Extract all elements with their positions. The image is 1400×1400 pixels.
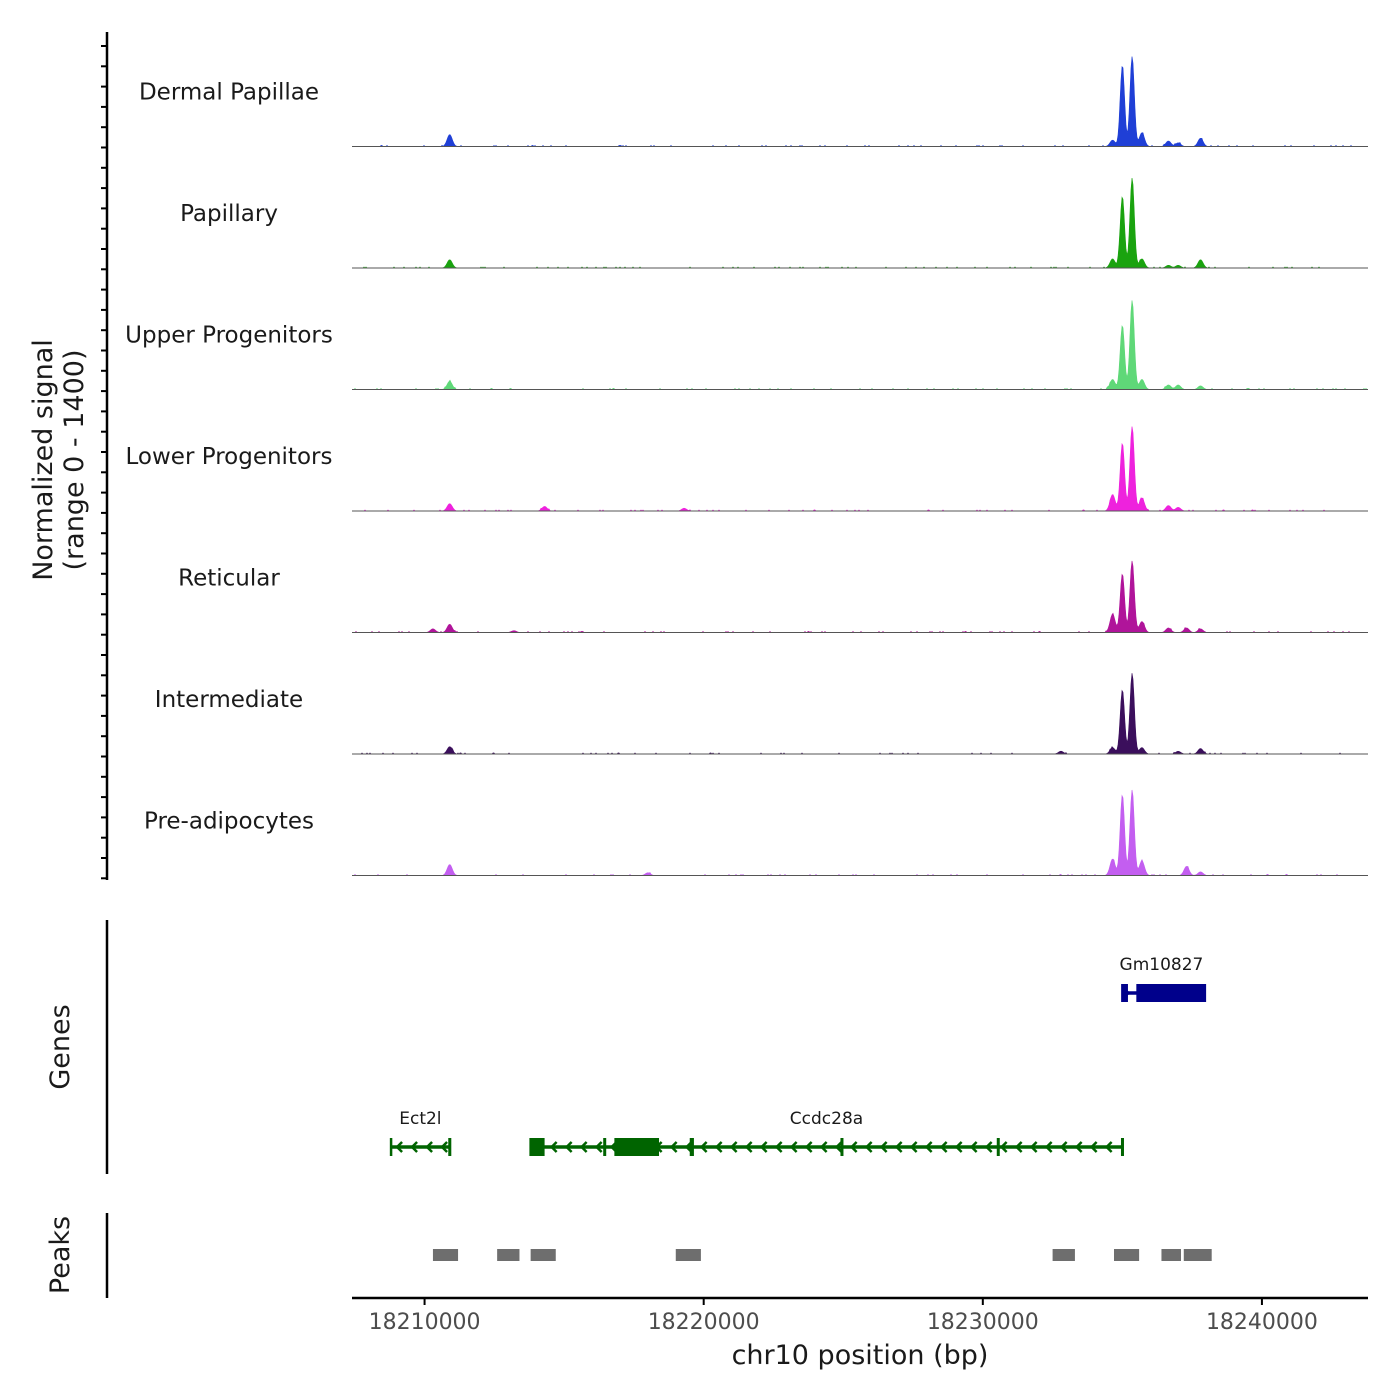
strand-arrow-icon	[759, 1141, 768, 1153]
strand-arrow-icon	[714, 1141, 723, 1153]
strand-arrow-icon	[909, 1141, 918, 1153]
strand-arrow-icon	[744, 1141, 753, 1153]
x-axis-title: chr10 position (bp)	[732, 1340, 989, 1371]
genes-panel: Gm10827 Ect2l Ccdc28a	[105, 920, 1207, 1174]
exon-ccdc28a	[840, 1138, 844, 1156]
track-label-dermal-papillae: Dermal Papillae	[139, 80, 319, 106]
x-tick-label: 18230000	[927, 1310, 1039, 1335]
strand-arrow-icon	[924, 1141, 933, 1153]
strand-arrow-icon	[999, 1141, 1008, 1153]
gene-label-gm10827: Gm10827	[1120, 955, 1204, 975]
peak-region	[530, 1249, 556, 1261]
track-label-papillary: Papillary	[180, 201, 278, 227]
peaks-axis-label: Peaks	[45, 1216, 76, 1294]
strand-arrow-icon	[579, 1141, 588, 1153]
strand-arrow-icon	[1029, 1141, 1038, 1153]
signal-area-lower-progenitors	[352, 426, 1368, 512]
peak-region	[1052, 1249, 1075, 1261]
peak-region	[432, 1249, 459, 1261]
x-axis: 18210000 18220000 18230000 18240000	[352, 1296, 1368, 1335]
signal-area-intermediate	[352, 673, 1368, 755]
strand-arrow-icon	[594, 1141, 603, 1153]
y-axis-label-line1: Normalized signal	[28, 339, 59, 581]
strand-arrow-icon	[864, 1141, 873, 1153]
strand-arrow-icon	[425, 1141, 433, 1153]
strand-arrow-icon	[395, 1141, 403, 1153]
x-tick-label: 18220000	[648, 1310, 760, 1335]
strand-arrow-icon	[729, 1141, 738, 1153]
y-axis-label-line2: (range 0 - 1400)	[59, 350, 90, 571]
strand-arrow-icon	[789, 1141, 798, 1153]
exon-ccdc28a	[603, 1138, 607, 1156]
strand-arrow-icon	[834, 1141, 843, 1153]
x-tick-label: 18240000	[1206, 1310, 1318, 1335]
strand-arrow-icon	[969, 1141, 978, 1153]
signal-area-dermal-papillae	[352, 56, 1368, 147]
strand-arrow-icon	[1104, 1141, 1113, 1153]
track-label-reticular: Reticular	[178, 566, 280, 592]
peak-region	[675, 1249, 701, 1261]
track-label-pre-adipocytes: Pre-adipocytes	[144, 809, 314, 835]
track-label-intermediate: Intermediate	[155, 687, 303, 713]
strand-arrow-icon	[564, 1141, 573, 1153]
peaks-panel	[105, 1213, 1212, 1298]
peak-region	[1161, 1249, 1181, 1261]
strand-arrow-icon	[984, 1141, 993, 1153]
strand-arrow-icon	[669, 1141, 678, 1153]
x-tick-label: 18210000	[369, 1310, 481, 1335]
coverage-panel: Dermal Papillae Papillary Upper Progenitor…	[101, 32, 1368, 880]
signal-area-upper-progenitors	[352, 300, 1368, 390]
peak-region	[497, 1249, 520, 1261]
exon-ect2l	[448, 1138, 452, 1156]
exon-ccdc28a	[689, 1138, 694, 1156]
signal-area-reticular	[352, 560, 1368, 633]
strand-arrow-icon	[1089, 1141, 1098, 1153]
track-label-lower-progenitors: Lower Progenitors	[126, 444, 333, 470]
strand-arrow-icon	[1059, 1141, 1068, 1153]
signal-area-pre-adipocytes	[352, 789, 1368, 876]
peak-region	[1114, 1249, 1140, 1261]
strand-arrow-icon	[894, 1141, 903, 1153]
peak-region	[1183, 1249, 1212, 1261]
strand-arrow-icon	[549, 1141, 558, 1153]
strand-arrow-icon	[1014, 1141, 1023, 1153]
strand-arrow-icon	[804, 1141, 813, 1153]
track-label-upper-progenitors: Upper Progenitors	[125, 323, 333, 349]
strand-arrow-icon	[879, 1141, 888, 1153]
strand-arrow-icon	[699, 1141, 708, 1153]
strand-arrow-icon	[939, 1141, 948, 1153]
gene-label-ccdc28a: Ccdc28a	[790, 1109, 863, 1129]
exon-gm10827	[1136, 984, 1207, 1002]
exon-ccdc28a	[1120, 1138, 1124, 1156]
gene-label-ect2l: Ect2l	[399, 1109, 441, 1129]
exon-ccdc28a	[530, 1138, 545, 1156]
strand-arrow-icon	[774, 1141, 783, 1153]
strand-arrow-icon	[440, 1141, 448, 1153]
strand-arrow-icon	[849, 1141, 858, 1153]
strand-arrow-icon	[819, 1141, 828, 1153]
signal-area-papillary	[352, 177, 1368, 269]
exon-ccdc28a	[614, 1138, 660, 1156]
strand-arrow-icon	[954, 1141, 963, 1153]
genes-axis-label: Genes	[45, 1004, 76, 1089]
strand-arrow-icon	[1044, 1141, 1053, 1153]
exon-ccdc28a	[996, 1138, 1000, 1156]
strand-arrow-icon	[1074, 1141, 1083, 1153]
strand-arrow-icon	[410, 1141, 418, 1153]
exon-gm10827	[1122, 984, 1128, 1002]
